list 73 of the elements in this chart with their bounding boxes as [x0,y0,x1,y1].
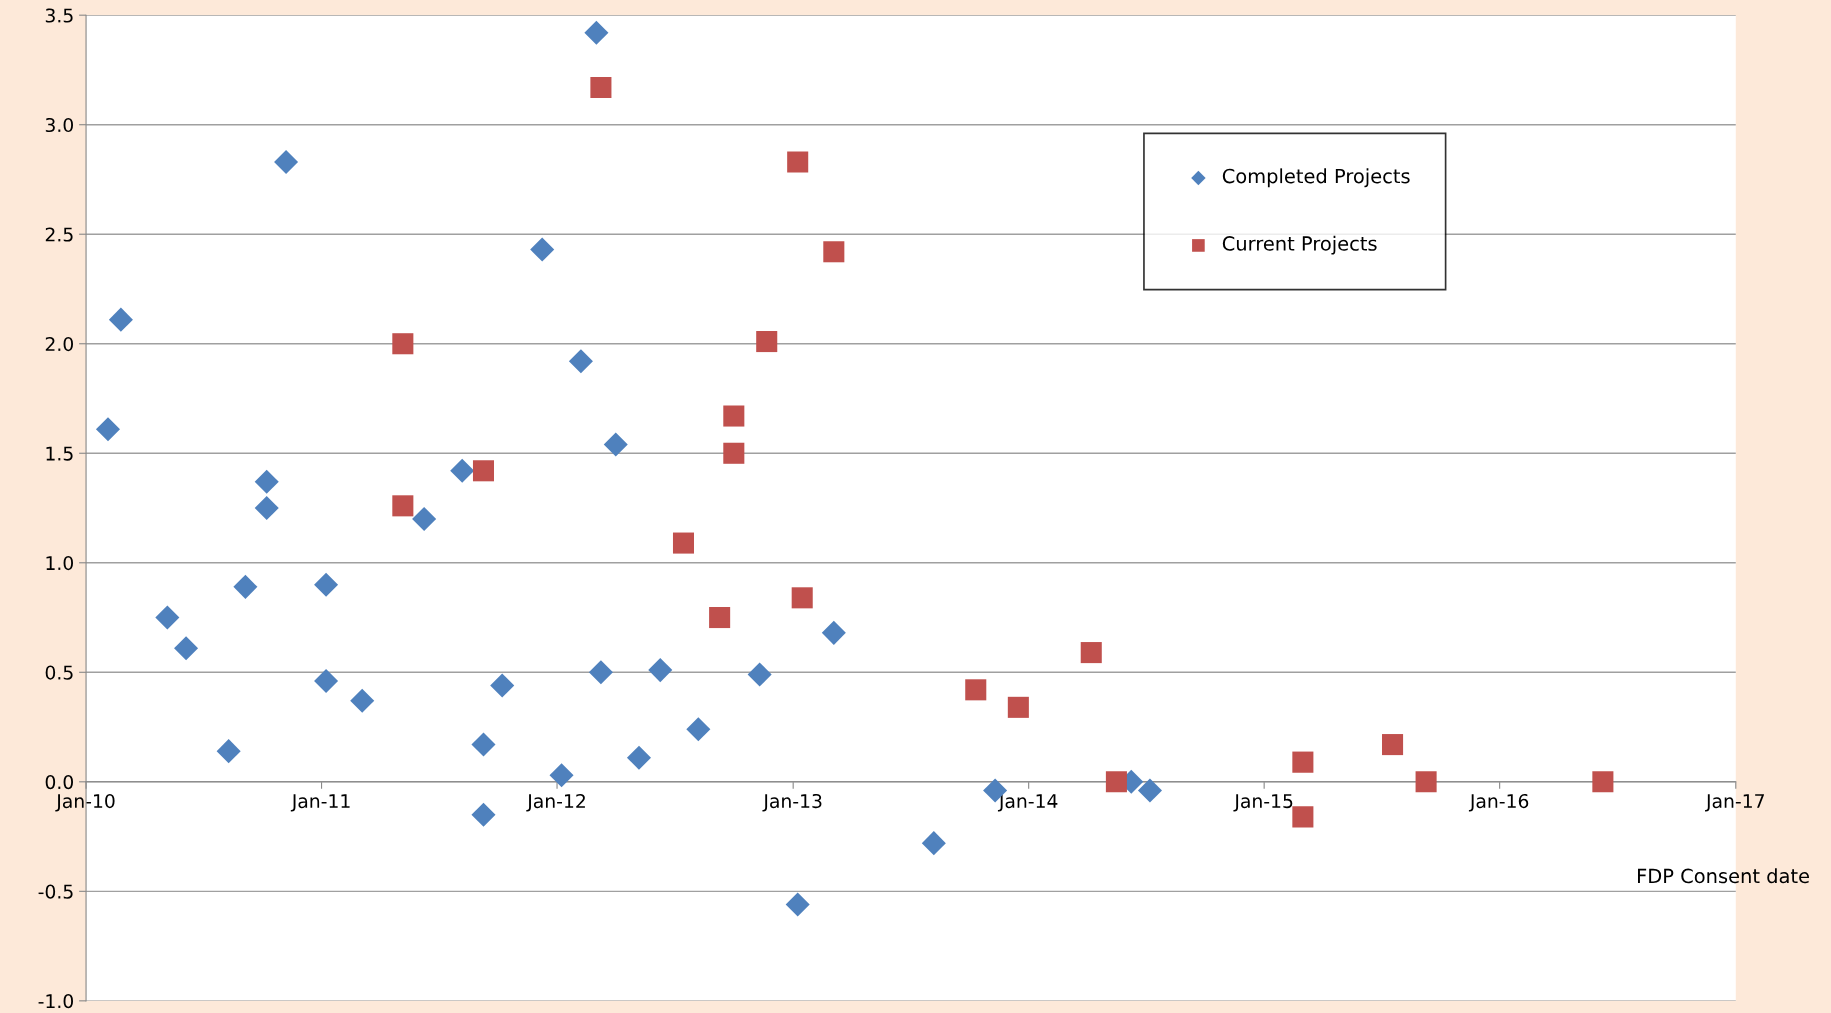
point [450,458,475,483]
point [686,717,711,742]
point [472,460,495,482]
point [1137,778,1162,803]
y-tick-label: 2.0 [45,336,74,352]
point [254,469,279,494]
x-tick-label: Jan-17 [1705,794,1764,812]
point [1292,751,1314,773]
point [921,831,946,856]
point [1382,734,1404,756]
point [672,532,695,554]
point [823,241,845,263]
x-tick-label: Jan-12 [526,793,585,812]
y-tick-label: 1.5 [46,446,73,461]
point [108,307,133,332]
point [549,763,574,788]
point [568,349,593,374]
point [1007,696,1029,718]
y-tick-label: 0.5 [45,665,73,680]
point [530,237,555,262]
point [95,417,121,442]
legend-label: Completed Projects [1222,168,1410,188]
x-tick-label: Jan-13 [762,793,822,812]
point [216,739,241,764]
point [747,662,772,687]
point [756,331,778,353]
point [412,506,437,531]
y-tick-label: -1.0 [38,994,74,1009]
y-tick-label: 3.5 [45,8,73,23]
point [233,574,258,599]
point [254,495,279,521]
point [584,20,609,45]
point [471,732,496,757]
point [1080,642,1102,664]
x-tick-label: Jan-11 [290,794,350,812]
point [590,76,612,99]
point [471,802,496,827]
point [1105,771,1127,793]
point [490,673,515,698]
x-tick-label: Jan-16 [1468,793,1529,812]
x-tick-label: Jan-14 [997,794,1058,812]
point [314,572,339,597]
point [392,333,414,355]
point [787,151,809,173]
point [1415,771,1437,793]
point [155,605,180,630]
point [723,442,745,464]
point [723,405,745,427]
x-tick-label: Jan-10 [55,793,115,812]
y-tick-label: 3.0 [45,117,74,133]
point [709,607,731,629]
point [785,892,810,917]
point [791,587,813,609]
point [603,432,628,457]
point [1592,771,1614,793]
y-tick-label: 1.0 [46,555,74,571]
point [965,679,987,701]
point [314,669,339,694]
legend-label: Current Projects [1222,235,1377,255]
x-axis-title: FDP Consent date [1638,868,1809,884]
point [626,745,652,770]
point [392,495,414,517]
point [588,660,613,685]
y-tick-label: 0.0 [45,775,74,790]
y-tick-label: -0.5 [38,884,73,899]
point [274,149,299,174]
point [821,620,846,645]
x-tick-label: Jan-15 [1233,794,1293,812]
point [350,688,375,713]
y-tick-label: 2.5 [45,227,73,242]
point [1292,806,1314,828]
point [648,658,673,683]
point [174,636,199,661]
